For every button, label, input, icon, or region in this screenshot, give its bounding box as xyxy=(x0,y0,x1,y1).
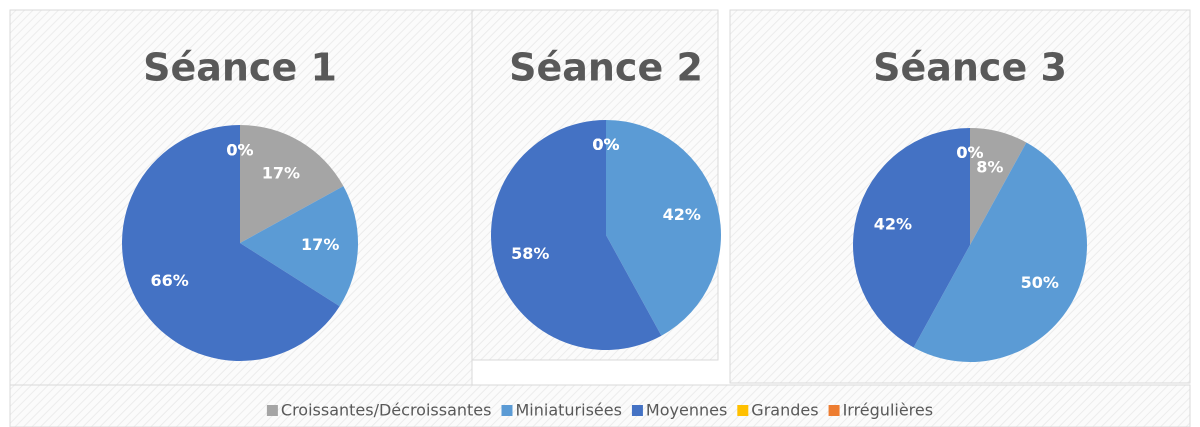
data-label: 0% xyxy=(226,140,253,159)
legend-label: Croissantes/Décroissantes xyxy=(281,401,492,420)
chart-title: Séance 3 xyxy=(873,46,1067,90)
chart-title: Séance 2 xyxy=(509,46,703,90)
data-label: 17% xyxy=(301,235,339,254)
pie-slice xyxy=(970,128,1027,245)
legend-swatch xyxy=(828,405,840,416)
data-label: 42% xyxy=(874,215,912,234)
data-label: 50% xyxy=(1021,273,1059,292)
legend-label: Moyennes xyxy=(646,401,727,420)
data-label: 0% xyxy=(592,135,619,154)
legend-swatch xyxy=(501,405,513,416)
pie-slice xyxy=(913,142,1087,363)
data-label: 0% xyxy=(956,143,983,162)
data-label: 0% xyxy=(592,135,619,154)
legend-label: Grandes xyxy=(751,401,818,420)
pie-slice xyxy=(122,125,340,362)
legend-label: Miniaturisées xyxy=(515,401,621,420)
data-label: 58% xyxy=(511,244,549,263)
data-label: 0% xyxy=(592,135,619,154)
legend-panel xyxy=(9,384,1191,427)
data-label: 8% xyxy=(976,157,1003,176)
data-label: 17% xyxy=(262,163,300,182)
pie-slice xyxy=(240,125,344,243)
pie-slice xyxy=(490,120,662,350)
legend-swatch xyxy=(266,405,278,416)
data-label: 0% xyxy=(226,140,253,159)
charts: Séance 117%17%66%0%0%Séance 20%42%58%0%0… xyxy=(122,46,1087,363)
data-label: 66% xyxy=(151,271,189,290)
data-label: 42% xyxy=(663,205,701,224)
pie-slice xyxy=(606,120,721,336)
legend: Croissantes/Décroissantes Miniaturisées Mo… xyxy=(266,401,934,420)
legend-swatch xyxy=(631,405,643,416)
legend-swatch xyxy=(737,405,749,416)
pie-slice xyxy=(852,128,970,348)
pie-slice xyxy=(240,186,358,307)
legend-label: Irrégulières xyxy=(843,401,934,420)
data-label: 0% xyxy=(956,143,983,162)
chart-title: Séance 1 xyxy=(143,46,337,90)
